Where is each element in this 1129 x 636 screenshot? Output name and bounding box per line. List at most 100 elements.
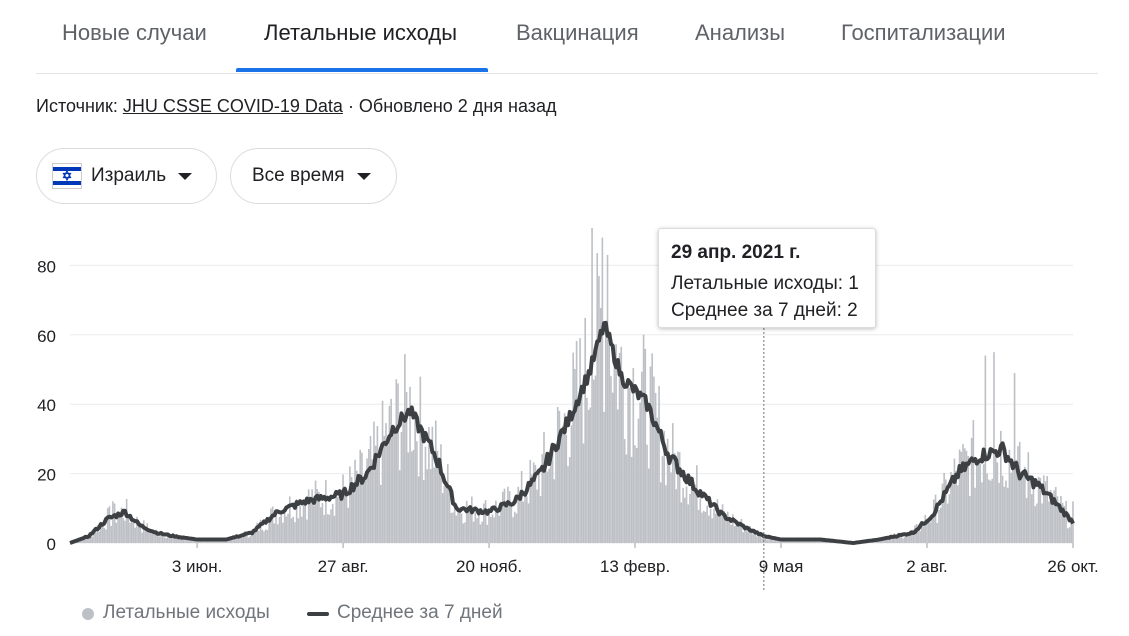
daily-death-bar [955, 470, 957, 543]
daily-death-bar [886, 539, 889, 543]
daily-death-bar [981, 482, 983, 543]
daily-death-bar [948, 494, 951, 543]
daily-death-bar [422, 480, 425, 543]
daily-death-bar [762, 536, 765, 543]
daily-death-bar [151, 529, 154, 543]
daily-death-bar [448, 486, 451, 543]
tab-deaths[interactable]: Летальные исходы [264, 20, 458, 45]
daily-death-bar [484, 500, 487, 543]
daily-death-bar [438, 470, 441, 543]
daily-death-bar [263, 531, 265, 543]
tab-vaccination[interactable]: Вакцинация [516, 20, 639, 45]
daily-death-bar [106, 507, 109, 543]
daily-death-bar [376, 425, 379, 543]
daily-death-bar [670, 472, 672, 543]
daily-death-bar [979, 463, 982, 543]
daily-death-bar [117, 516, 119, 543]
daily-death-bar [343, 490, 346, 543]
daily-death-bar [500, 501, 502, 543]
daily-death-bar [1048, 501, 1050, 543]
daily-death-bar [720, 512, 722, 543]
daily-death-bar [136, 516, 138, 543]
daily-death-bar [371, 459, 374, 543]
daily-death-bar [747, 532, 750, 543]
daily-death-bar [742, 532, 745, 543]
daily-death-bar [943, 472, 945, 543]
daily-death-bar [460, 513, 463, 543]
daily-death-bar [531, 474, 533, 543]
daily-death-bar [89, 532, 92, 543]
daily-death-bar [328, 514, 331, 543]
daily-death-bar [1017, 446, 1019, 543]
daily-death-bar [362, 480, 365, 543]
y-tick-label: 60 [37, 327, 56, 346]
daily-death-bar [1066, 528, 1069, 543]
daily-death-bar [1034, 506, 1036, 543]
x-tick-label: 3 июн. [172, 557, 223, 576]
daily-death-bar [366, 458, 368, 543]
daily-death-bar [603, 411, 605, 543]
daily-death-bar [130, 516, 133, 543]
daily-death-bar [708, 515, 710, 543]
country-dropdown[interactable]: Израиль [36, 148, 217, 204]
daily-death-bar [244, 531, 246, 543]
daily-death-bar [665, 485, 667, 543]
daily-death-bar [721, 504, 724, 543]
daily-death-bar [795, 540, 798, 543]
daily-death-bar [613, 347, 616, 543]
daily-death-bar [361, 452, 363, 543]
daily-death-bar [122, 518, 125, 543]
daily-death-bar [477, 513, 480, 543]
daily-death-bar [587, 409, 590, 543]
daily-death-bar [110, 525, 112, 543]
daily-death-bar [592, 379, 595, 543]
daily-death-bar [350, 476, 353, 543]
daily-death-bar [972, 420, 975, 543]
daily-death-bar [563, 413, 566, 543]
daily-death-bar [690, 482, 693, 543]
tab-tests[interactable]: Анализы [695, 20, 786, 45]
daily-death-bar [467, 510, 470, 543]
daily-death-bar [416, 441, 418, 543]
daily-death-bar [168, 533, 171, 543]
daily-death-bar [330, 509, 332, 543]
daily-death-bar [682, 488, 684, 543]
daily-death-bar [687, 504, 690, 543]
daily-death-bar [505, 508, 508, 543]
daily-death-bar [400, 432, 403, 543]
daily-death-bar [881, 538, 884, 543]
daily-death-bar [1046, 476, 1049, 543]
daily-death-bar [936, 523, 939, 543]
daily-death-bar [921, 521, 923, 543]
daily-death-bar [591, 228, 593, 543]
daily-death-bar [321, 503, 324, 543]
tooltip-date: 29 апр. 2021 г. [671, 242, 801, 263]
tab-hospitalizations[interactable]: Госпитализации [841, 20, 1006, 45]
source-link[interactable]: JHU CSSE COVID-19 Data [122, 96, 343, 116]
daily-death-bar [692, 482, 695, 543]
tooltip-avg-value: 2 [847, 300, 858, 321]
daily-death-bar [902, 538, 904, 543]
daily-death-bar [627, 381, 629, 543]
daily-death-bar [404, 354, 406, 543]
daily-death-bar [268, 517, 270, 543]
tooltip-deaths-label: Летальные исходы: [671, 273, 844, 294]
daily-death-bar [776, 538, 779, 543]
daily-death-bar [160, 535, 162, 543]
daily-death-bar [464, 522, 466, 543]
tab-new-cases[interactable]: Новые случаи [62, 20, 207, 45]
daily-death-bar [137, 526, 140, 543]
daily-death-bar [144, 531, 147, 543]
daily-death-bar [663, 430, 666, 543]
daily-death-bar [598, 276, 600, 543]
daily-death-bar [575, 340, 578, 543]
daily-death-bar [452, 512, 454, 543]
daily-death-bar [352, 484, 355, 543]
daily-death-bar [472, 521, 475, 543]
daily-death-bar [574, 368, 576, 543]
country-label: Израиль [91, 165, 167, 186]
daily-death-bar [539, 496, 542, 543]
daily-death-bar [323, 514, 325, 543]
daily-death-bar [386, 445, 389, 543]
period-dropdown[interactable]: Все время [230, 148, 397, 204]
